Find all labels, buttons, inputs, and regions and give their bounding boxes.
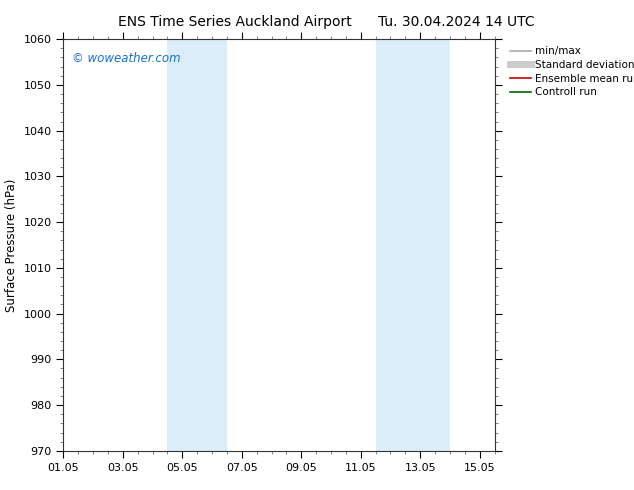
Legend: min/max, Standard deviation, Ensemble mean run, Controll run: min/max, Standard deviation, Ensemble me…: [508, 45, 634, 99]
Text: ENS Time Series Auckland Airport: ENS Time Series Auckland Airport: [118, 15, 351, 29]
Text: © woweather.com: © woweather.com: [72, 51, 181, 65]
Y-axis label: Surface Pressure (hPa): Surface Pressure (hPa): [5, 178, 18, 312]
Bar: [167, 39, 227, 451]
Text: Tu. 30.04.2024 14 UTC: Tu. 30.04.2024 14 UTC: [378, 15, 535, 29]
Bar: [375, 39, 450, 451]
